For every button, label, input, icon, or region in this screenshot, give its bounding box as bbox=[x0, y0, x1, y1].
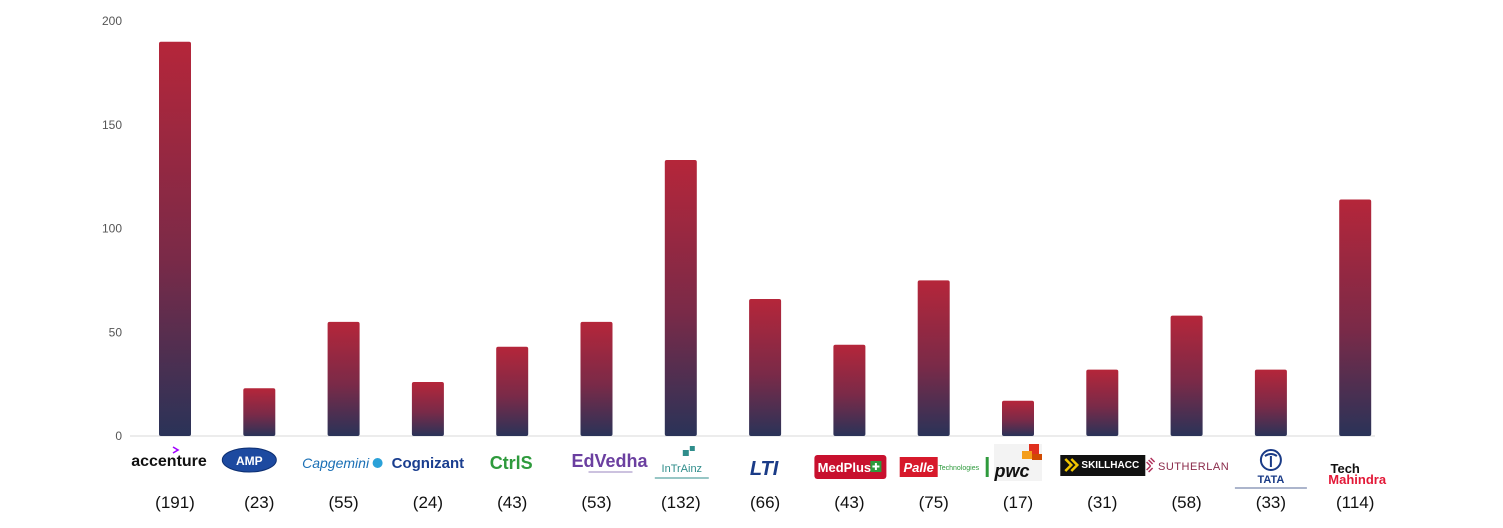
logo-text: SUTHERLAN bbox=[1158, 461, 1229, 473]
logo-text: accenture bbox=[131, 453, 207, 470]
lti-logo: LTI bbox=[750, 458, 779, 480]
logo-text: InTrAinz bbox=[662, 463, 703, 475]
logos-group: accenture AMP Capgemini Cognizant CtrlS EdVed… bbox=[131, 444, 1387, 489]
bar bbox=[1339, 199, 1372, 436]
y-tick-label: 100 bbox=[102, 222, 122, 236]
medplus-logo: MedPlus bbox=[814, 455, 887, 479]
bar bbox=[749, 299, 782, 436]
y-tick-label: 0 bbox=[115, 429, 122, 443]
y-tick-label: 50 bbox=[109, 325, 123, 339]
count-label: (23) bbox=[244, 493, 274, 512]
bar bbox=[243, 388, 276, 436]
count-label: (191) bbox=[155, 493, 195, 512]
logo-text: Palle bbox=[904, 460, 934, 475]
bar bbox=[1254, 369, 1287, 436]
bar bbox=[1002, 400, 1034, 436]
logo-subtext: Mahindra bbox=[1328, 472, 1387, 487]
bar bbox=[833, 344, 866, 436]
y-axis: 0 50 100 150 200 bbox=[102, 14, 122, 443]
logo-text: TATA bbox=[1257, 474, 1284, 486]
edvedha-logo: EdVedha bbox=[571, 451, 648, 473]
logo-text: EdVedha bbox=[571, 451, 648, 471]
tata-logo: TATA bbox=[1234, 449, 1307, 489]
logo-text: SKILLHACC bbox=[1081, 460, 1139, 471]
logo-text: pwc bbox=[993, 461, 1029, 481]
logo-subtext: Technologies bbox=[938, 465, 979, 472]
cognizant-logo: Cognizant bbox=[392, 455, 465, 472]
count-labels-group: (191) (23) (55) (24) (43) (53) (132) (66) (43) (7… bbox=[155, 493, 1374, 512]
count-label: (66) bbox=[750, 493, 780, 512]
bar bbox=[159, 41, 191, 436]
count-label: (17) bbox=[1003, 493, 1033, 512]
pwc-logo: pwc bbox=[993, 444, 1042, 481]
logo-text: AMP bbox=[236, 454, 263, 468]
logo-text: Capgemini bbox=[302, 455, 370, 471]
intrainz-logo: InTrAinz bbox=[654, 446, 709, 479]
bar bbox=[496, 346, 529, 436]
count-label: (132) bbox=[661, 493, 701, 512]
count-label: (53) bbox=[581, 493, 611, 512]
count-label: (114) bbox=[1336, 493, 1374, 512]
y-tick-label: 200 bbox=[102, 14, 122, 28]
count-label: (31) bbox=[1087, 493, 1117, 512]
sutherland-logo: SUTHERLAN bbox=[1146, 457, 1229, 473]
bar bbox=[664, 160, 697, 436]
bar bbox=[1086, 369, 1119, 436]
bar bbox=[1170, 315, 1203, 436]
y-tick-label: 150 bbox=[102, 118, 122, 132]
bar bbox=[917, 280, 950, 436]
logo-text: Tech bbox=[1331, 461, 1360, 476]
logo-text: Cognizant bbox=[392, 455, 465, 472]
logo-text: MedPlus bbox=[818, 460, 871, 475]
bar bbox=[411, 382, 444, 436]
ctrls-logo: CtrlS bbox=[490, 453, 533, 473]
accenture-logo: accenture bbox=[131, 446, 207, 470]
skillhacc-logo: SKILLHACC bbox=[1060, 455, 1146, 476]
count-label: (24) bbox=[413, 493, 443, 512]
bar bbox=[327, 321, 360, 436]
bars-group bbox=[159, 41, 1372, 436]
count-label: (75) bbox=[919, 493, 949, 512]
logo-text: LTI bbox=[750, 458, 779, 480]
count-label: (55) bbox=[328, 493, 358, 512]
palle-logo: Palle Technologies bbox=[899, 457, 989, 477]
bar bbox=[580, 321, 613, 436]
logo-text: CtrlS bbox=[490, 453, 533, 473]
count-label: (43) bbox=[834, 493, 864, 512]
count-label: (33) bbox=[1256, 493, 1286, 512]
count-label: (43) bbox=[497, 493, 527, 512]
capgemini-logo: Capgemini bbox=[302, 455, 383, 471]
amp-logo: AMP bbox=[221, 447, 277, 473]
count-label: (58) bbox=[1171, 493, 1201, 512]
